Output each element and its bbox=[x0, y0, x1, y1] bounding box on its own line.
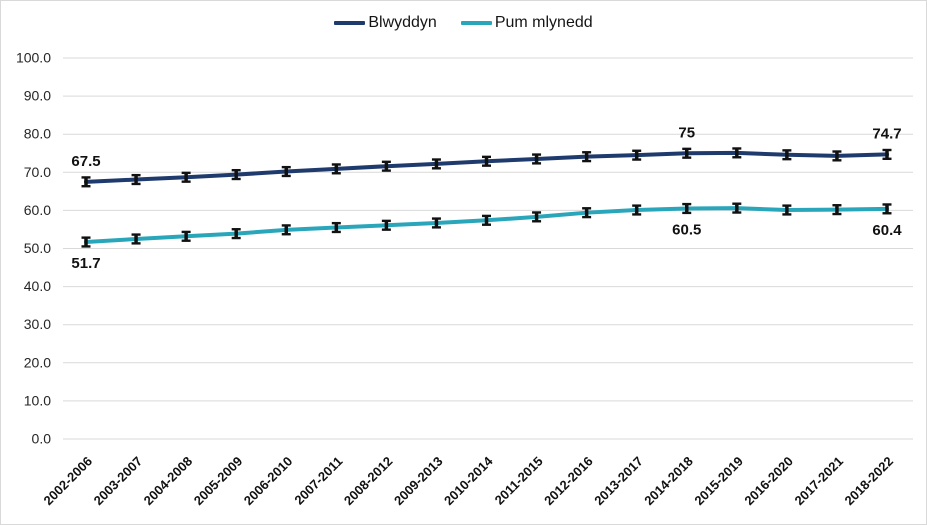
data-label: 75 bbox=[678, 124, 695, 141]
x-axis-tick-label: 2002-2006 bbox=[41, 454, 96, 509]
error-bar-marker bbox=[832, 204, 842, 216]
error-bar-marker bbox=[482, 214, 491, 226]
y-axis-tick-label: 50.0 bbox=[24, 240, 51, 256]
y-axis-tick-label: 0.0 bbox=[32, 431, 52, 447]
error-bar-marker bbox=[782, 204, 792, 216]
x-axis-tick-label: 2016-2020 bbox=[741, 454, 796, 509]
y-axis-tick-label: 40.0 bbox=[24, 278, 51, 294]
error-bar-marker bbox=[231, 228, 241, 240]
error-bar-marker bbox=[632, 204, 642, 216]
error-bar-marker bbox=[381, 219, 391, 231]
error-bar-marker bbox=[281, 165, 291, 178]
error-bar-marker bbox=[582, 207, 592, 219]
data-label: 51.7 bbox=[71, 255, 100, 272]
x-axis-tick-label: 2004-2008 bbox=[141, 454, 196, 509]
error-bar-marker bbox=[331, 221, 341, 234]
data-label: 74.7 bbox=[872, 125, 901, 142]
error-bar-marker bbox=[81, 236, 91, 248]
data-label: 67.5 bbox=[71, 153, 100, 170]
error-bar-marker bbox=[381, 160, 391, 172]
x-axis-tick-label: 2010-2014 bbox=[441, 453, 496, 508]
x-axis-tick-label: 2013-2017 bbox=[591, 454, 646, 509]
error-bar-marker bbox=[832, 150, 842, 162]
error-bar-marker bbox=[532, 153, 542, 165]
y-axis-tick-label: 10.0 bbox=[24, 392, 51, 408]
error-bar-marker bbox=[682, 147, 692, 159]
error-bar-marker bbox=[131, 233, 141, 245]
legend-label: Pum mlynedd bbox=[494, 14, 593, 31]
legend-line-swatch-blwyddyn bbox=[334, 20, 366, 25]
legend-line-swatch-pum-mlynedd bbox=[460, 20, 492, 25]
legend-item-blwyddyn: Blwyddyn bbox=[334, 13, 437, 32]
y-axis-tick-label: 30.0 bbox=[24, 316, 51, 332]
x-axis-tick-label: 2017-2021 bbox=[791, 454, 846, 509]
error-bar-marker bbox=[882, 203, 892, 215]
x-axis-tick-label: 2008-2012 bbox=[341, 454, 396, 509]
y-axis-tick-label: 20.0 bbox=[24, 354, 51, 370]
x-axis-tick-label: 2015-2019 bbox=[691, 454, 746, 509]
x-axis-tick-label: 2005-2009 bbox=[191, 454, 246, 509]
error-bar-marker bbox=[632, 149, 642, 161]
x-axis-tick-label: 2006-2010 bbox=[241, 454, 296, 509]
x-axis-tick-label: 2011-2015 bbox=[492, 454, 546, 508]
error-bar-marker bbox=[431, 217, 441, 229]
error-bar-marker bbox=[431, 158, 441, 170]
x-axis-tick-label: 2018-2022 bbox=[842, 454, 897, 509]
error-bar-marker bbox=[181, 230, 191, 242]
error-bar-marker bbox=[782, 149, 792, 161]
x-axis-tick-label: 2009-2013 bbox=[391, 454, 446, 509]
x-axis-tick-label: 2012-2016 bbox=[541, 454, 596, 509]
y-axis-tick-label: 90.0 bbox=[24, 88, 51, 104]
y-axis-tick-label: 100.0 bbox=[16, 50, 51, 66]
y-axis-tick-label: 70.0 bbox=[24, 164, 51, 180]
legend-label: Blwyddyn bbox=[368, 14, 437, 31]
error-bar-marker bbox=[81, 176, 91, 188]
error-bar-marker bbox=[482, 155, 491, 167]
error-bar-marker bbox=[732, 202, 742, 214]
error-bar-marker bbox=[532, 211, 542, 223]
error-bar-marker bbox=[732, 147, 742, 159]
chart-legend: Blwyddyn Pum mlynedd bbox=[1, 13, 926, 32]
error-bar-marker bbox=[131, 173, 141, 186]
x-axis-tick-label: 2003-2007 bbox=[91, 454, 146, 509]
y-axis-tick-label: 60.0 bbox=[24, 202, 51, 218]
error-bar-marker bbox=[331, 163, 341, 175]
y-axis-tick-label: 80.0 bbox=[24, 126, 51, 142]
legend-item-pum-mlynedd: Pum mlynedd bbox=[460, 13, 593, 32]
error-bar-marker bbox=[281, 224, 291, 236]
error-bar-marker bbox=[682, 202, 692, 215]
x-axis-tick-label: 2014-2018 bbox=[641, 454, 696, 509]
x-axis-tick-label: 2007-2011 bbox=[291, 454, 345, 508]
error-bar-marker bbox=[181, 171, 191, 183]
error-bar-marker bbox=[582, 151, 592, 163]
error-bar-marker bbox=[231, 168, 241, 181]
data-label: 60.5 bbox=[672, 221, 701, 238]
error-bar-marker bbox=[882, 148, 892, 160]
data-label: 60.4 bbox=[872, 222, 902, 239]
